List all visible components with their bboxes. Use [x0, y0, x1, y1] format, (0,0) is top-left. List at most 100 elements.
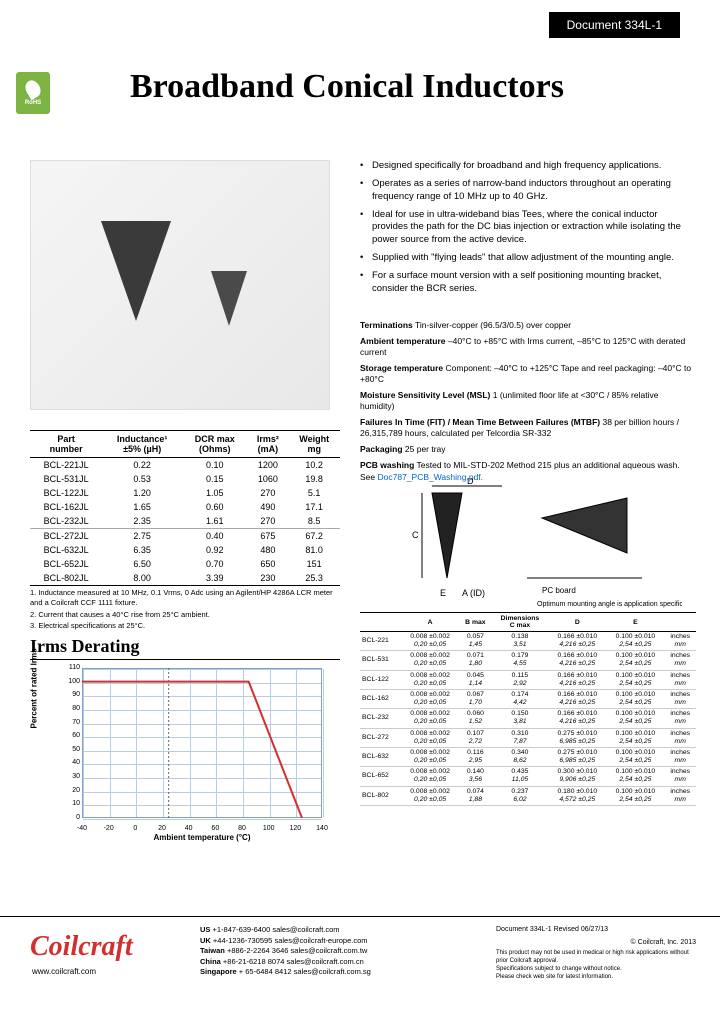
msl-label: Moisture Sensitivity Level (MSL)	[360, 390, 490, 400]
specifications: Terminations Tin-silver-copper (96.5/3/0…	[360, 320, 694, 488]
xtick: 20	[158, 825, 166, 832]
dimension-diagram: C D E A (ID) PC board Optimum mounting a…	[392, 478, 682, 608]
table-cell: 19.8	[288, 472, 340, 486]
table-cell: 0.22	[102, 458, 182, 473]
table-cell: 490	[247, 500, 288, 514]
contact-row: Taiwan +886-2-2264 3646 sales@coilcraft.…	[200, 946, 371, 957]
dim-header	[664, 613, 696, 632]
contact-row: US +1-847-639-6400 sales@coilcraft.com	[200, 925, 371, 936]
table-cell: 0.92	[182, 543, 247, 557]
xtick: -40	[77, 825, 87, 832]
xtick: -20	[104, 825, 114, 832]
dim-row: BCL-6320.008 ±0.0020,20 ±0,050.1162,950.…	[360, 747, 696, 766]
table-cell: 6.35	[102, 543, 182, 557]
ytick: 10	[64, 800, 80, 807]
dim-header: A	[401, 613, 459, 632]
irms-chart: Percent of rated Irms Ambient temperatur…	[54, 668, 334, 840]
features-list: Designed specifically for broadband and …	[360, 160, 690, 301]
ytick: 40	[64, 759, 80, 766]
page-title: Broadband Conical Inductors	[130, 68, 564, 106]
table-row: BCL-122JL1.201.052705.1	[30, 486, 340, 500]
packaging-label: Packaging	[360, 444, 403, 454]
table-cell: BCL-652JL	[30, 557, 102, 571]
table-row: BCL-232JL2.351.612708.5	[30, 514, 340, 529]
table-cell: 650	[247, 557, 288, 571]
table-row: BCL-221JL0.220.10120010.2	[30, 458, 340, 473]
dim-header: E	[606, 613, 664, 632]
table-cell: 151	[288, 557, 340, 571]
doc-revision: Document 334L-1 Revised 06/27/13	[496, 925, 696, 934]
table-cell: 17.1	[288, 500, 340, 514]
dim-header: DimensionsC max	[492, 613, 549, 632]
table-cell: 6.50	[102, 557, 182, 571]
table-header: DCR max(Ohms)	[182, 431, 247, 458]
table-cell: 3.39	[182, 571, 247, 586]
feature-item: Supplied with "flying leads" that allow …	[360, 252, 690, 264]
ytick: 90	[64, 691, 80, 698]
table-cell: 1.61	[182, 514, 247, 529]
table-cell: 8.5	[288, 514, 340, 529]
table-cell: BCL-232JL	[30, 514, 102, 529]
dim-row: BCL-2210.008 ±0.0020,20 ±0,050.0571,450.…	[360, 632, 696, 651]
ytick: 20	[64, 787, 80, 794]
ytick: 80	[64, 705, 80, 712]
table-cell: BCL-632JL	[30, 543, 102, 557]
rohs-badge: RoHS	[16, 72, 50, 114]
dim-header: D	[548, 613, 606, 632]
dim-row: BCL-2720.008 ±0.0020,20 ±0,050.1072,720.…	[360, 728, 696, 747]
table-cell: 270	[247, 514, 288, 529]
dim-row: BCL-1220.008 ±0.0020,20 ±0,050.0451,140.…	[360, 670, 696, 689]
disclaimer-3: Please check web site for latest informa…	[496, 974, 696, 982]
xtick: 140	[316, 825, 328, 832]
coilcraft-logo: Coilcraft	[30, 931, 133, 963]
table-cell: BCL-162JL	[30, 500, 102, 514]
footer-legal: Document 334L-1 Revised 06/27/13 © Coilc…	[496, 925, 696, 981]
fit-label: Failures In Time (FIT) / Mean Time Betwe…	[360, 417, 600, 427]
table-cell: 67.2	[288, 529, 340, 544]
table-row: BCL-632JL6.350.9248081.0	[30, 543, 340, 557]
footnote: 1. Inductance measured at 10 MHz, 0.1 Vr…	[30, 588, 340, 608]
table-cell: BCL-221JL	[30, 458, 102, 473]
storage-label: Storage temperature	[360, 363, 443, 373]
xtick: 40	[185, 825, 193, 832]
table-cell: 2.75	[102, 529, 182, 544]
table-header: Partnumber	[30, 431, 102, 458]
table-cell: BCL-122JL	[30, 486, 102, 500]
table-row: BCL-652JL6.500.70650151	[30, 557, 340, 571]
dim-c: C	[412, 530, 419, 540]
table-cell: 480	[247, 543, 288, 557]
table-cell: 1.05	[182, 486, 247, 500]
table-cell: 270	[247, 486, 288, 500]
table-cell: BCL-272JL	[30, 529, 102, 544]
chart-curve	[82, 668, 322, 818]
chart-ylabel: Percent of rated Irms	[30, 648, 39, 728]
ytick: 110	[64, 664, 80, 671]
document-tab: Document 334L-1	[549, 12, 680, 38]
table-cell: 0.40	[182, 529, 247, 544]
table-cell: 0.53	[102, 472, 182, 486]
svg-text:Optimum mounting angle is appl: Optimum mounting angle is application sp…	[537, 601, 682, 608]
svg-text:PC board: PC board	[542, 586, 576, 595]
table-header: Inductance¹±5% (µH)	[102, 431, 182, 458]
footer-url[interactable]: www.coilcraft.com	[32, 967, 96, 976]
feature-item: For a surface mount version with a self …	[360, 270, 690, 295]
ytick: 0	[64, 814, 80, 821]
dim-row: BCL-2320.008 ±0.0020,20 ±0,050.0601,520.…	[360, 709, 696, 728]
ytick: 30	[64, 773, 80, 780]
table-cell: 0.70	[182, 557, 247, 571]
disclaimer-1: This product may not be used in medical …	[496, 950, 696, 966]
xtick: 0	[133, 825, 137, 832]
ytick: 70	[64, 719, 80, 726]
parts-table: PartnumberInductance¹±5% (µH)DCR max(Ohm…	[30, 430, 340, 586]
svg-text:E: E	[440, 588, 446, 598]
disclaimer-2: Specifications subject to change without…	[496, 966, 696, 974]
terminations-label: Terminations	[360, 320, 413, 330]
dimensions-table: AB maxDimensionsC maxDE BCL-2210.008 ±0.…	[360, 612, 696, 806]
ytick: 50	[64, 746, 80, 753]
table-cell: 675	[247, 529, 288, 544]
table-cell: 81.0	[288, 543, 340, 557]
footnote: 2. Current that causes a 40°C rise from …	[30, 610, 340, 620]
packaging-value: 25 per tray	[405, 444, 446, 454]
table-row: BCL-531JL0.530.15106019.8	[30, 472, 340, 486]
chart-xlabel: Ambient temperature (°C)	[82, 833, 322, 842]
